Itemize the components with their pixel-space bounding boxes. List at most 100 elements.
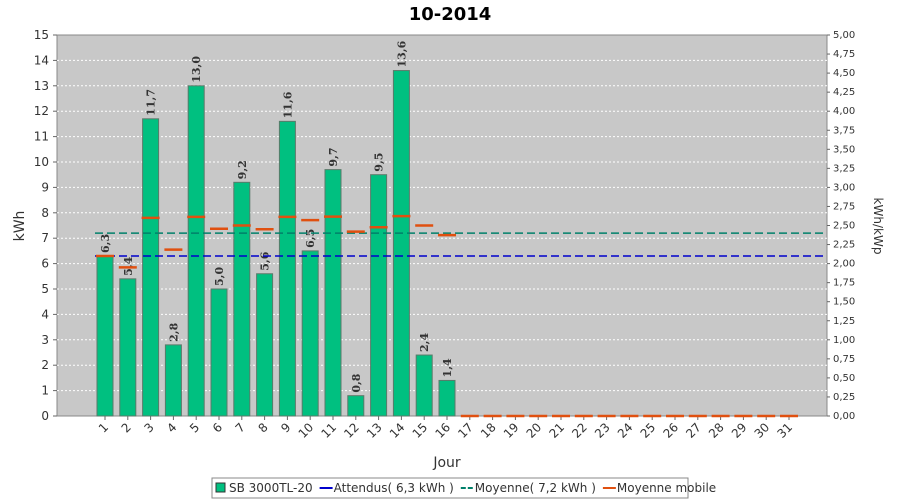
y2-tick-label: 2,00	[833, 259, 855, 270]
x-tick-label: 4	[164, 420, 179, 435]
y2-tick-label: 4,00	[833, 106, 855, 117]
y-tick-label: 7	[41, 231, 49, 245]
bar	[187, 85, 205, 417]
x-tick-label: 21	[546, 420, 567, 441]
y-tick-label: 3	[41, 333, 49, 347]
x-tick-label: 24	[615, 420, 636, 441]
y2-tick-label: 4,75	[833, 49, 855, 60]
y-tick-label: 0	[41, 409, 49, 423]
x-tick-label: 17	[455, 420, 476, 441]
value-label: 9,5	[373, 153, 386, 172]
bar	[278, 120, 296, 417]
x-tick-label: 1	[96, 420, 111, 435]
bar	[438, 379, 456, 417]
y-tick-label: 2	[41, 358, 49, 372]
bar	[210, 288, 228, 417]
x-tick-label: 31	[774, 420, 795, 441]
value-label: 5,4	[122, 256, 135, 275]
value-label: 13,0	[190, 56, 203, 83]
y-tick-label: 10	[34, 155, 49, 169]
bar	[392, 70, 410, 417]
legend-label: Attendus( 6,3 kWh )	[334, 481, 454, 495]
x-tick-label: 23	[592, 420, 613, 441]
x-tick-label: 9	[278, 420, 293, 435]
bar	[301, 250, 319, 417]
value-label: 9,2	[236, 160, 249, 179]
bar	[119, 278, 137, 417]
y2-tick-label: 1,75	[833, 278, 855, 289]
y2-tick-label: 0,00	[833, 411, 855, 422]
x-tick-label: 28	[706, 420, 727, 441]
value-label: 6,3	[99, 234, 112, 253]
x-tick-label: 18	[478, 420, 499, 441]
x-tick-label: 22	[569, 420, 590, 441]
x-tick-label: 13	[364, 420, 385, 441]
y-tick-label: 12	[34, 104, 49, 118]
bar	[142, 118, 160, 417]
x-tick-label: 11	[318, 420, 339, 441]
legend-label: Moyenne( 7,2 kWh )	[475, 481, 596, 495]
x-tick-label: 6	[210, 420, 225, 435]
value-label: 5,6	[259, 251, 272, 270]
y2-tick-label: 3,75	[833, 125, 855, 136]
y2-tick-label: 5,00	[833, 30, 855, 41]
x-tick-label: 27	[683, 420, 704, 441]
x-tick-label: 29	[729, 420, 750, 441]
chart-title: 10-2014	[409, 4, 492, 25]
y2-tick-label: 2,25	[833, 240, 855, 251]
y2-tick-label: 0,75	[833, 354, 855, 365]
x-tick-label: 14	[387, 420, 408, 441]
y2-tick-label: 1,00	[833, 335, 855, 346]
value-label: 5,0	[213, 267, 226, 286]
y2-tick-label: 0,25	[833, 392, 855, 403]
bar	[256, 273, 274, 417]
value-label: 2,4	[418, 333, 431, 352]
value-label: 9,7	[327, 147, 340, 166]
bar	[164, 344, 182, 417]
x-axis-label: Jour	[432, 455, 461, 471]
x-tick-label: 20	[524, 420, 545, 441]
y2-tick-label: 2,50	[833, 221, 855, 232]
legend	[211, 477, 689, 499]
x-tick-label: 15	[410, 420, 431, 441]
x-tick-label: 16	[432, 420, 453, 441]
x-tick-label: 7	[233, 420, 248, 435]
y-tick-label: 5	[41, 282, 49, 296]
bar	[370, 174, 388, 417]
y2-tick-label: 4,50	[833, 68, 855, 79]
x-tick-label: 30	[752, 420, 773, 441]
bar	[324, 169, 342, 417]
y2-tick-label: 1,25	[833, 316, 855, 327]
plot-area	[56, 34, 828, 417]
y-axis-label: kWh	[12, 211, 28, 242]
value-label: 6,5	[304, 229, 317, 248]
value-label: 2,8	[167, 322, 180, 341]
y2-tick-label: 2,75	[833, 201, 855, 212]
legend-swatch	[215, 482, 226, 493]
value-label: 11,7	[145, 89, 158, 116]
y2-tick-label: 4,25	[833, 87, 855, 98]
bar	[347, 395, 365, 417]
value-label: 11,6	[281, 91, 294, 118]
y-tick-label: 15	[34, 28, 49, 42]
bar	[233, 181, 251, 417]
y2-axis-label: kWh/kWp	[871, 198, 885, 255]
y-tick-label: 4	[41, 307, 49, 321]
y2-tick-label: 3,25	[833, 163, 855, 174]
x-tick-label: 19	[501, 420, 522, 441]
value-label: 13,6	[395, 40, 408, 67]
y2-tick-label: 1,50	[833, 297, 855, 308]
y-tick-label: 6	[41, 257, 49, 271]
y-tick-label: 9	[41, 180, 49, 194]
y2-tick-label: 3,00	[833, 182, 855, 193]
y-tick-label: 14	[34, 53, 49, 67]
legend-label: Moyenne mobile	[617, 481, 716, 495]
y-tick-label: 1	[41, 384, 49, 398]
x-tick-label: 26	[660, 420, 681, 441]
y2-tick-label: 3,50	[833, 144, 855, 155]
value-label: 0,8	[350, 373, 363, 392]
y2-tick-label: 0,50	[833, 373, 855, 384]
x-tick-label: 5	[187, 420, 202, 435]
x-tick-label: 2	[119, 420, 134, 435]
